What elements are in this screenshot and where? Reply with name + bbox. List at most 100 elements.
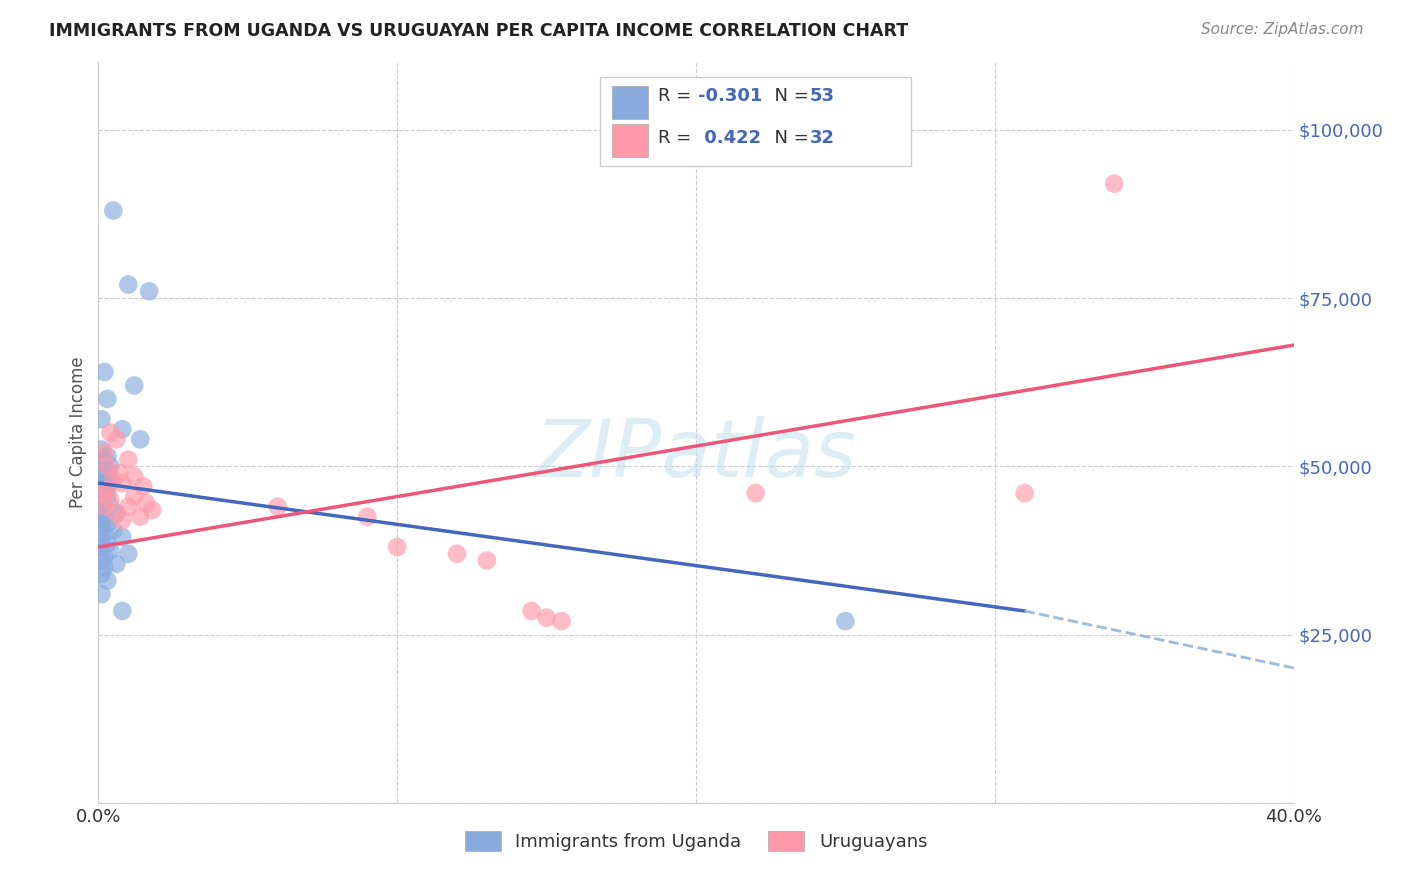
Point [138, 285, 160, 299]
FancyBboxPatch shape [600, 78, 911, 166]
Point [96, 479, 118, 493]
Point [90, 481, 112, 495]
Point [98, 500, 122, 514]
Point [745, 486, 768, 500]
Point [93, 526, 115, 541]
Point [90, 442, 112, 457]
Point [93, 560, 115, 574]
Point [96, 574, 118, 588]
FancyBboxPatch shape [613, 87, 648, 120]
Point [117, 277, 139, 292]
Y-axis label: Per Capita Income: Per Capita Income [69, 357, 87, 508]
Point [90, 478, 112, 492]
Point [93, 469, 115, 483]
Point [90, 587, 112, 601]
Point [93, 476, 115, 491]
Point [111, 530, 134, 544]
Point [103, 473, 125, 487]
Point [111, 476, 134, 491]
Point [124, 378, 146, 392]
Point [90, 553, 112, 567]
Point [93, 492, 115, 507]
Point [96, 490, 118, 504]
Point [105, 507, 128, 521]
Point [96, 449, 118, 463]
Point [93, 462, 115, 476]
Point [98, 474, 122, 488]
Point [834, 614, 856, 628]
Point [93, 446, 115, 460]
Point [117, 500, 139, 514]
Point [93, 509, 115, 524]
Point [111, 513, 134, 527]
Point [90, 513, 112, 527]
Point [1104, 177, 1126, 191]
Point [111, 422, 134, 436]
Point [124, 469, 146, 483]
Point [93, 500, 115, 514]
Point [1014, 486, 1036, 500]
Point [98, 543, 122, 558]
Point [93, 550, 115, 565]
Point [103, 203, 125, 218]
Point [96, 459, 118, 474]
Point [90, 486, 112, 500]
Point [105, 557, 128, 571]
Point [356, 509, 378, 524]
Point [550, 614, 572, 628]
Text: 0.422: 0.422 [699, 129, 762, 147]
Point [90, 520, 112, 534]
Point [117, 452, 139, 467]
Point [536, 610, 558, 624]
Point [90, 467, 112, 482]
Point [90, 533, 112, 548]
Point [267, 500, 290, 514]
Text: 32: 32 [810, 129, 835, 147]
Point [96, 536, 118, 550]
Text: R =: R = [658, 129, 697, 147]
Point [141, 503, 163, 517]
Point [475, 553, 498, 567]
Point [98, 459, 122, 474]
Text: ZIPatlas: ZIPatlas [534, 416, 858, 494]
Point [132, 479, 155, 493]
Text: -0.301: -0.301 [699, 87, 762, 105]
Point [108, 466, 131, 480]
Point [124, 490, 146, 504]
Point [385, 540, 409, 554]
Legend: Immigrants from Uganda, Uruguayans: Immigrants from Uganda, Uruguayans [456, 822, 936, 861]
Point [90, 486, 112, 500]
Point [129, 509, 152, 524]
Point [93, 483, 115, 497]
Text: N =: N = [763, 87, 814, 105]
FancyBboxPatch shape [613, 124, 648, 157]
Point [135, 496, 157, 510]
Point [96, 516, 118, 531]
Point [96, 392, 118, 406]
Point [90, 503, 112, 517]
Text: 53: 53 [810, 87, 835, 105]
Point [98, 492, 122, 507]
Point [98, 425, 122, 440]
Point [105, 433, 128, 447]
Point [117, 547, 139, 561]
Text: Source: ZipAtlas.com: Source: ZipAtlas.com [1201, 22, 1364, 37]
Text: N =: N = [763, 129, 814, 147]
Point [129, 433, 152, 447]
Point [90, 456, 112, 470]
Point [93, 452, 115, 467]
Point [103, 523, 125, 537]
Point [105, 507, 128, 521]
Point [93, 365, 115, 379]
Point [520, 604, 543, 618]
Point [90, 473, 112, 487]
Point [90, 496, 112, 510]
Point [96, 483, 118, 497]
Text: R =: R = [658, 87, 697, 105]
Point [90, 566, 112, 581]
Point [90, 540, 112, 554]
Point [446, 547, 468, 561]
Point [90, 412, 112, 426]
Point [111, 604, 134, 618]
Text: IMMIGRANTS FROM UGANDA VS URUGUAYAN PER CAPITA INCOME CORRELATION CHART: IMMIGRANTS FROM UGANDA VS URUGUAYAN PER … [49, 22, 908, 40]
